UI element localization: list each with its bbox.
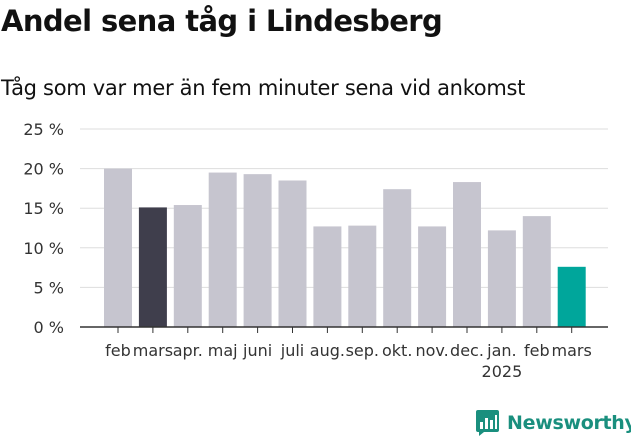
bar-juni-4 — [243, 174, 272, 327]
x-tick-label: aug. — [310, 341, 345, 360]
x-tick-labels: feb mars apr. maj juni juli aug. sep. okt. nov. de… — [105, 341, 592, 381]
bar-maj-3 — [208, 172, 237, 327]
x-tick-label: nov. — [415, 341, 448, 360]
bar-apr-2 — [173, 205, 202, 327]
brand-name: Newsworthy — [507, 412, 631, 434]
chart-subtitle: Tåg som var mer än fem minuter sena vid … — [1, 76, 526, 100]
x-tick-label: feb — [524, 341, 550, 360]
bar-nov-9 — [418, 226, 447, 327]
bar-aug-6 — [313, 226, 342, 327]
bar-juli-5 — [278, 180, 307, 327]
bar-feb-12 — [522, 216, 551, 327]
bar-okt-8 — [383, 189, 412, 327]
x-tick-label: mars — [133, 341, 173, 360]
x-tick-label: mars — [552, 341, 592, 360]
y-tick-label: 5 % — [34, 278, 64, 297]
y-tick-labels: 0 % 5 % 10 % 15 % 20 % 25 % — [23, 120, 64, 337]
x-tick-label: feb — [105, 341, 131, 360]
x-year-label: 2025 — [482, 362, 523, 381]
y-tick-label: 0 % — [34, 318, 64, 337]
chart-title: Andel sena tåg i Lindesberg — [1, 4, 443, 38]
x-tick-label: juli — [280, 341, 304, 360]
bar-sep-7 — [348, 225, 377, 327]
x-tick-label: apr. — [173, 341, 203, 360]
y-tick-label: 15 % — [23, 199, 64, 218]
x-tick-label: jan. — [486, 341, 516, 360]
x-tick-label: sep. — [346, 341, 379, 360]
y-tick-label: 20 % — [23, 160, 64, 179]
bar-mars-1 — [138, 207, 167, 327]
bar-dec-10 — [453, 182, 481, 327]
bar-mars-13 — [557, 266, 586, 327]
x-tick-label: okt. — [382, 341, 412, 360]
gridlines — [80, 128, 608, 288]
x-tick-label: juni — [242, 341, 272, 360]
x-tick-label: dec. — [450, 341, 484, 360]
bars — [104, 168, 586, 327]
y-tick-label: 10 % — [23, 239, 64, 258]
newsworthy-logo-icon — [476, 410, 499, 436]
x-tick-label: maj — [208, 341, 238, 360]
x-axis — [80, 326, 608, 333]
bar-jan-11 — [487, 230, 516, 327]
newsworthy-brand: Newsworthy — [475, 407, 631, 439]
bar-feb-0 — [104, 168, 132, 327]
y-tick-label: 25 % — [23, 120, 64, 139]
